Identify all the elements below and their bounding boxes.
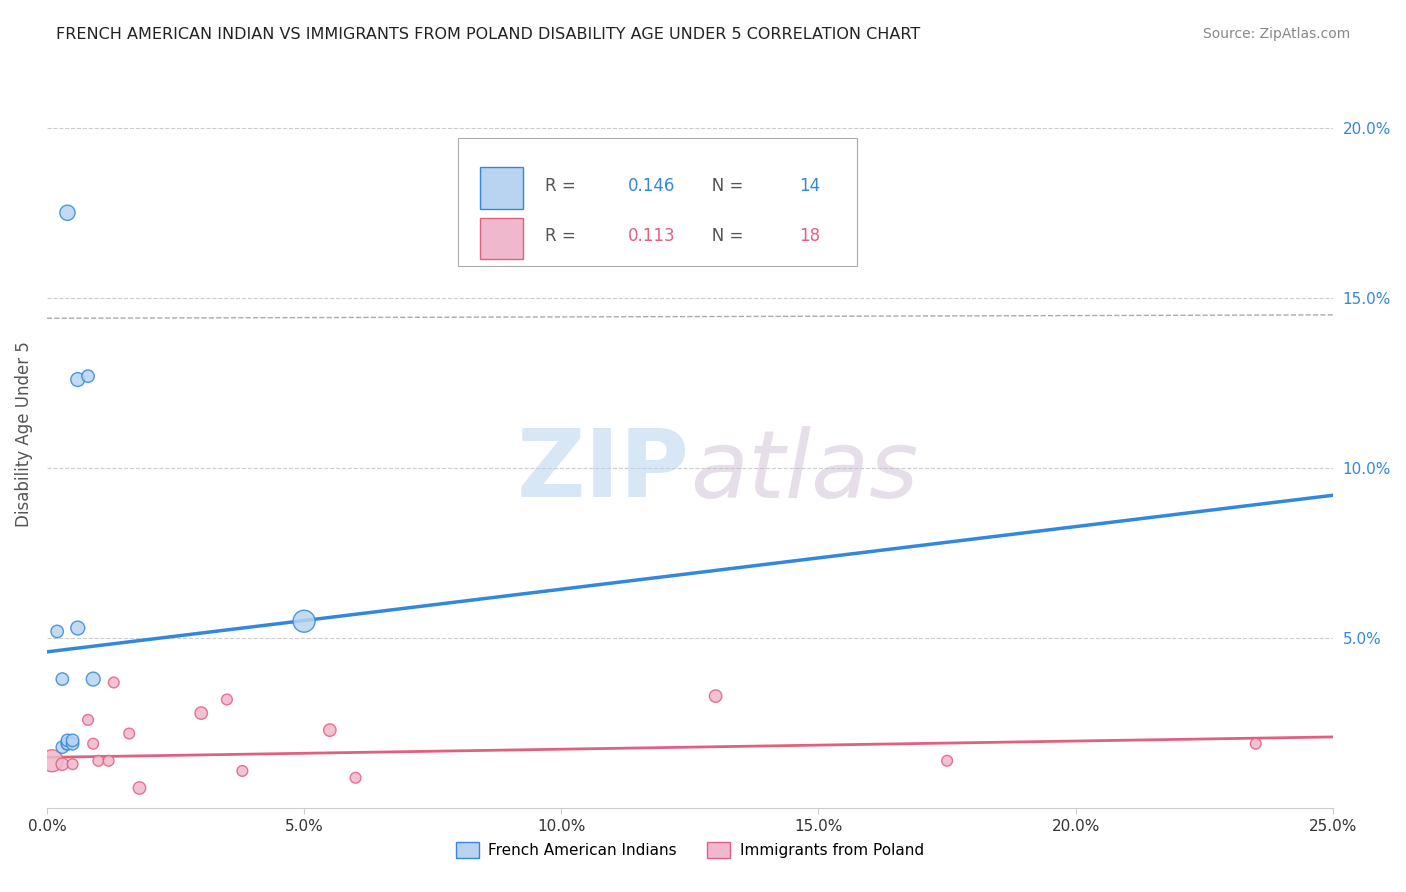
Text: 14: 14 [799, 178, 820, 195]
Legend: French American Indians, Immigrants from Poland: French American Indians, Immigrants from… [450, 836, 929, 864]
Point [936, 754, 959, 768]
Point [128, 780, 150, 795]
FancyBboxPatch shape [481, 218, 523, 259]
Point [51, 757, 73, 772]
Point [215, 692, 238, 706]
Point [62, 733, 84, 747]
Y-axis label: Disability Age Under 5: Disability Age Under 5 [15, 341, 32, 527]
Text: Source: ZipAtlas.com: Source: ZipAtlas.com [1202, 27, 1350, 41]
Point [56, 737, 79, 751]
Point [97, 754, 120, 768]
Point [118, 726, 141, 740]
Point [41, 754, 63, 768]
Point [82, 672, 104, 686]
Point [344, 771, 367, 785]
FancyBboxPatch shape [481, 168, 523, 209]
Point [1244, 737, 1267, 751]
Point [103, 675, 125, 690]
Point [62, 737, 84, 751]
Text: FRENCH AMERICAN INDIAN VS IMMIGRANTS FROM POLAND DISABILITY AGE UNDER 5 CORRELAT: FRENCH AMERICAN INDIAN VS IMMIGRANTS FRO… [56, 27, 921, 42]
Text: R =: R = [544, 178, 581, 195]
Point [231, 764, 253, 778]
Point [66, 621, 89, 635]
Text: 0.113: 0.113 [628, 227, 676, 245]
Point [56, 737, 79, 751]
Point [51, 672, 73, 686]
Text: ZIP: ZIP [517, 425, 690, 517]
Point [82, 737, 104, 751]
Point [56, 733, 79, 747]
Text: 0.146: 0.146 [628, 178, 675, 195]
Point [51, 740, 73, 755]
Text: R =: R = [544, 227, 581, 245]
FancyBboxPatch shape [458, 138, 858, 266]
Point [46, 624, 69, 639]
Point [319, 723, 342, 738]
Text: N =: N = [696, 178, 749, 195]
Point [704, 689, 727, 703]
Point [77, 369, 100, 384]
Point [292, 614, 315, 628]
Text: atlas: atlas [690, 426, 918, 517]
Point [62, 757, 84, 772]
Point [77, 713, 100, 727]
Text: N =: N = [696, 227, 749, 245]
Point [87, 754, 110, 768]
Text: 18: 18 [799, 227, 820, 245]
Point [56, 206, 79, 220]
Point [190, 706, 212, 720]
Point [66, 373, 89, 387]
